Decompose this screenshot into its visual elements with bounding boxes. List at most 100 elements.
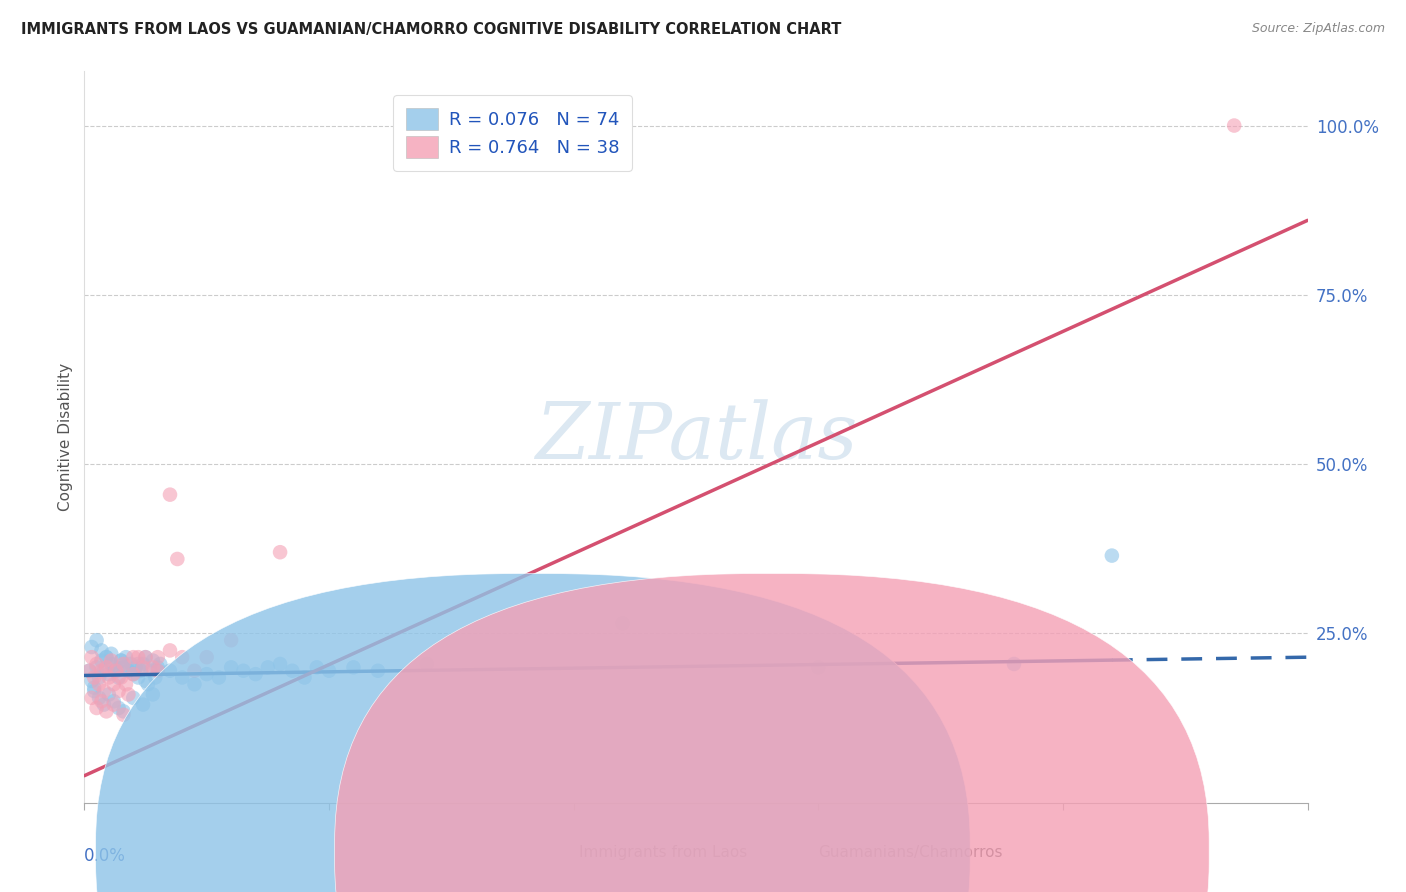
Point	[149, 657, 172, 671]
Point	[136, 677, 159, 691]
Point	[107, 671, 129, 685]
Point	[219, 660, 242, 674]
Point	[208, 671, 231, 685]
Point	[172, 671, 194, 685]
Point	[416, 657, 439, 671]
Point	[110, 654, 132, 668]
Point	[120, 657, 142, 671]
Point	[612, 616, 634, 631]
Point	[129, 664, 152, 678]
Point	[90, 694, 112, 708]
Point	[93, 664, 115, 678]
Point	[269, 545, 291, 559]
Point	[122, 650, 145, 665]
Point	[146, 664, 169, 678]
Point	[146, 650, 169, 665]
Point	[83, 681, 105, 695]
Point	[139, 664, 162, 678]
Point	[77, 664, 100, 678]
Point	[87, 677, 110, 691]
Point	[117, 664, 139, 678]
Point	[143, 671, 166, 685]
Point	[195, 667, 218, 681]
Point	[166, 552, 188, 566]
Point	[142, 654, 165, 668]
Point	[245, 667, 267, 681]
Point	[135, 650, 157, 665]
Text: Immigrants from Laos: Immigrants from Laos	[579, 846, 748, 860]
Text: Guamanians/Chamorros: Guamanians/Chamorros	[818, 846, 1002, 860]
Text: Source: ZipAtlas.com: Source: ZipAtlas.com	[1251, 22, 1385, 36]
Point	[112, 707, 135, 722]
Point	[100, 647, 122, 661]
Point	[90, 643, 112, 657]
Point	[318, 664, 340, 678]
Point	[219, 633, 242, 648]
Point	[112, 705, 135, 719]
Point	[80, 650, 103, 665]
Point	[269, 657, 291, 671]
Point	[96, 705, 118, 719]
Text: ZIPatlas: ZIPatlas	[534, 399, 858, 475]
Point	[87, 671, 110, 685]
Point	[107, 684, 129, 698]
Point	[96, 650, 118, 665]
Point	[112, 657, 135, 671]
Point	[122, 667, 145, 681]
Point	[117, 664, 139, 678]
Point	[132, 698, 155, 712]
Point	[105, 664, 128, 678]
Point	[1101, 549, 1123, 563]
Point	[83, 684, 105, 698]
Text: IMMIGRANTS FROM LAOS VS GUAMANIAN/CHAMORRO COGNITIVE DISABILITY CORRELATION CHAR: IMMIGRANTS FROM LAOS VS GUAMANIAN/CHAMOR…	[21, 22, 841, 37]
Point	[110, 671, 132, 685]
Point	[127, 657, 149, 671]
Point	[86, 657, 108, 671]
Point	[1002, 657, 1025, 671]
Point	[80, 690, 103, 705]
Point	[127, 650, 149, 665]
Point	[112, 660, 135, 674]
Point	[97, 667, 120, 681]
Legend: R = 0.076   N = 74, R = 0.764   N = 38: R = 0.076 N = 74, R = 0.764 N = 38	[392, 95, 633, 170]
Point	[115, 650, 138, 665]
Point	[107, 701, 129, 715]
Point	[83, 671, 105, 685]
Point	[232, 664, 254, 678]
Point	[195, 650, 218, 665]
Point	[93, 684, 115, 698]
Point	[103, 694, 125, 708]
Point	[100, 654, 122, 668]
Point	[103, 660, 125, 674]
Point	[159, 488, 181, 502]
Point	[96, 650, 118, 665]
Text: 0.0%: 0.0%	[84, 847, 127, 864]
Point	[305, 660, 328, 674]
Point	[105, 664, 128, 678]
Point	[77, 664, 100, 678]
Point	[86, 701, 108, 715]
Point	[142, 688, 165, 702]
Point	[115, 677, 138, 691]
Point	[96, 660, 118, 674]
Point	[105, 660, 128, 674]
Point	[132, 660, 155, 674]
Point	[110, 654, 132, 668]
Point	[342, 660, 364, 674]
Y-axis label: Cognitive Disability: Cognitive Disability	[58, 363, 73, 511]
Point	[159, 664, 181, 678]
Point	[93, 698, 115, 712]
Point	[146, 664, 169, 678]
Point	[122, 690, 145, 705]
Point	[87, 690, 110, 705]
Point	[117, 688, 139, 702]
Point	[294, 671, 316, 685]
Point	[146, 660, 169, 674]
Point	[183, 677, 205, 691]
Point	[86, 660, 108, 674]
Point	[80, 673, 103, 688]
Point	[97, 688, 120, 702]
Point	[103, 698, 125, 712]
Point	[807, 660, 830, 674]
Point	[281, 664, 304, 678]
